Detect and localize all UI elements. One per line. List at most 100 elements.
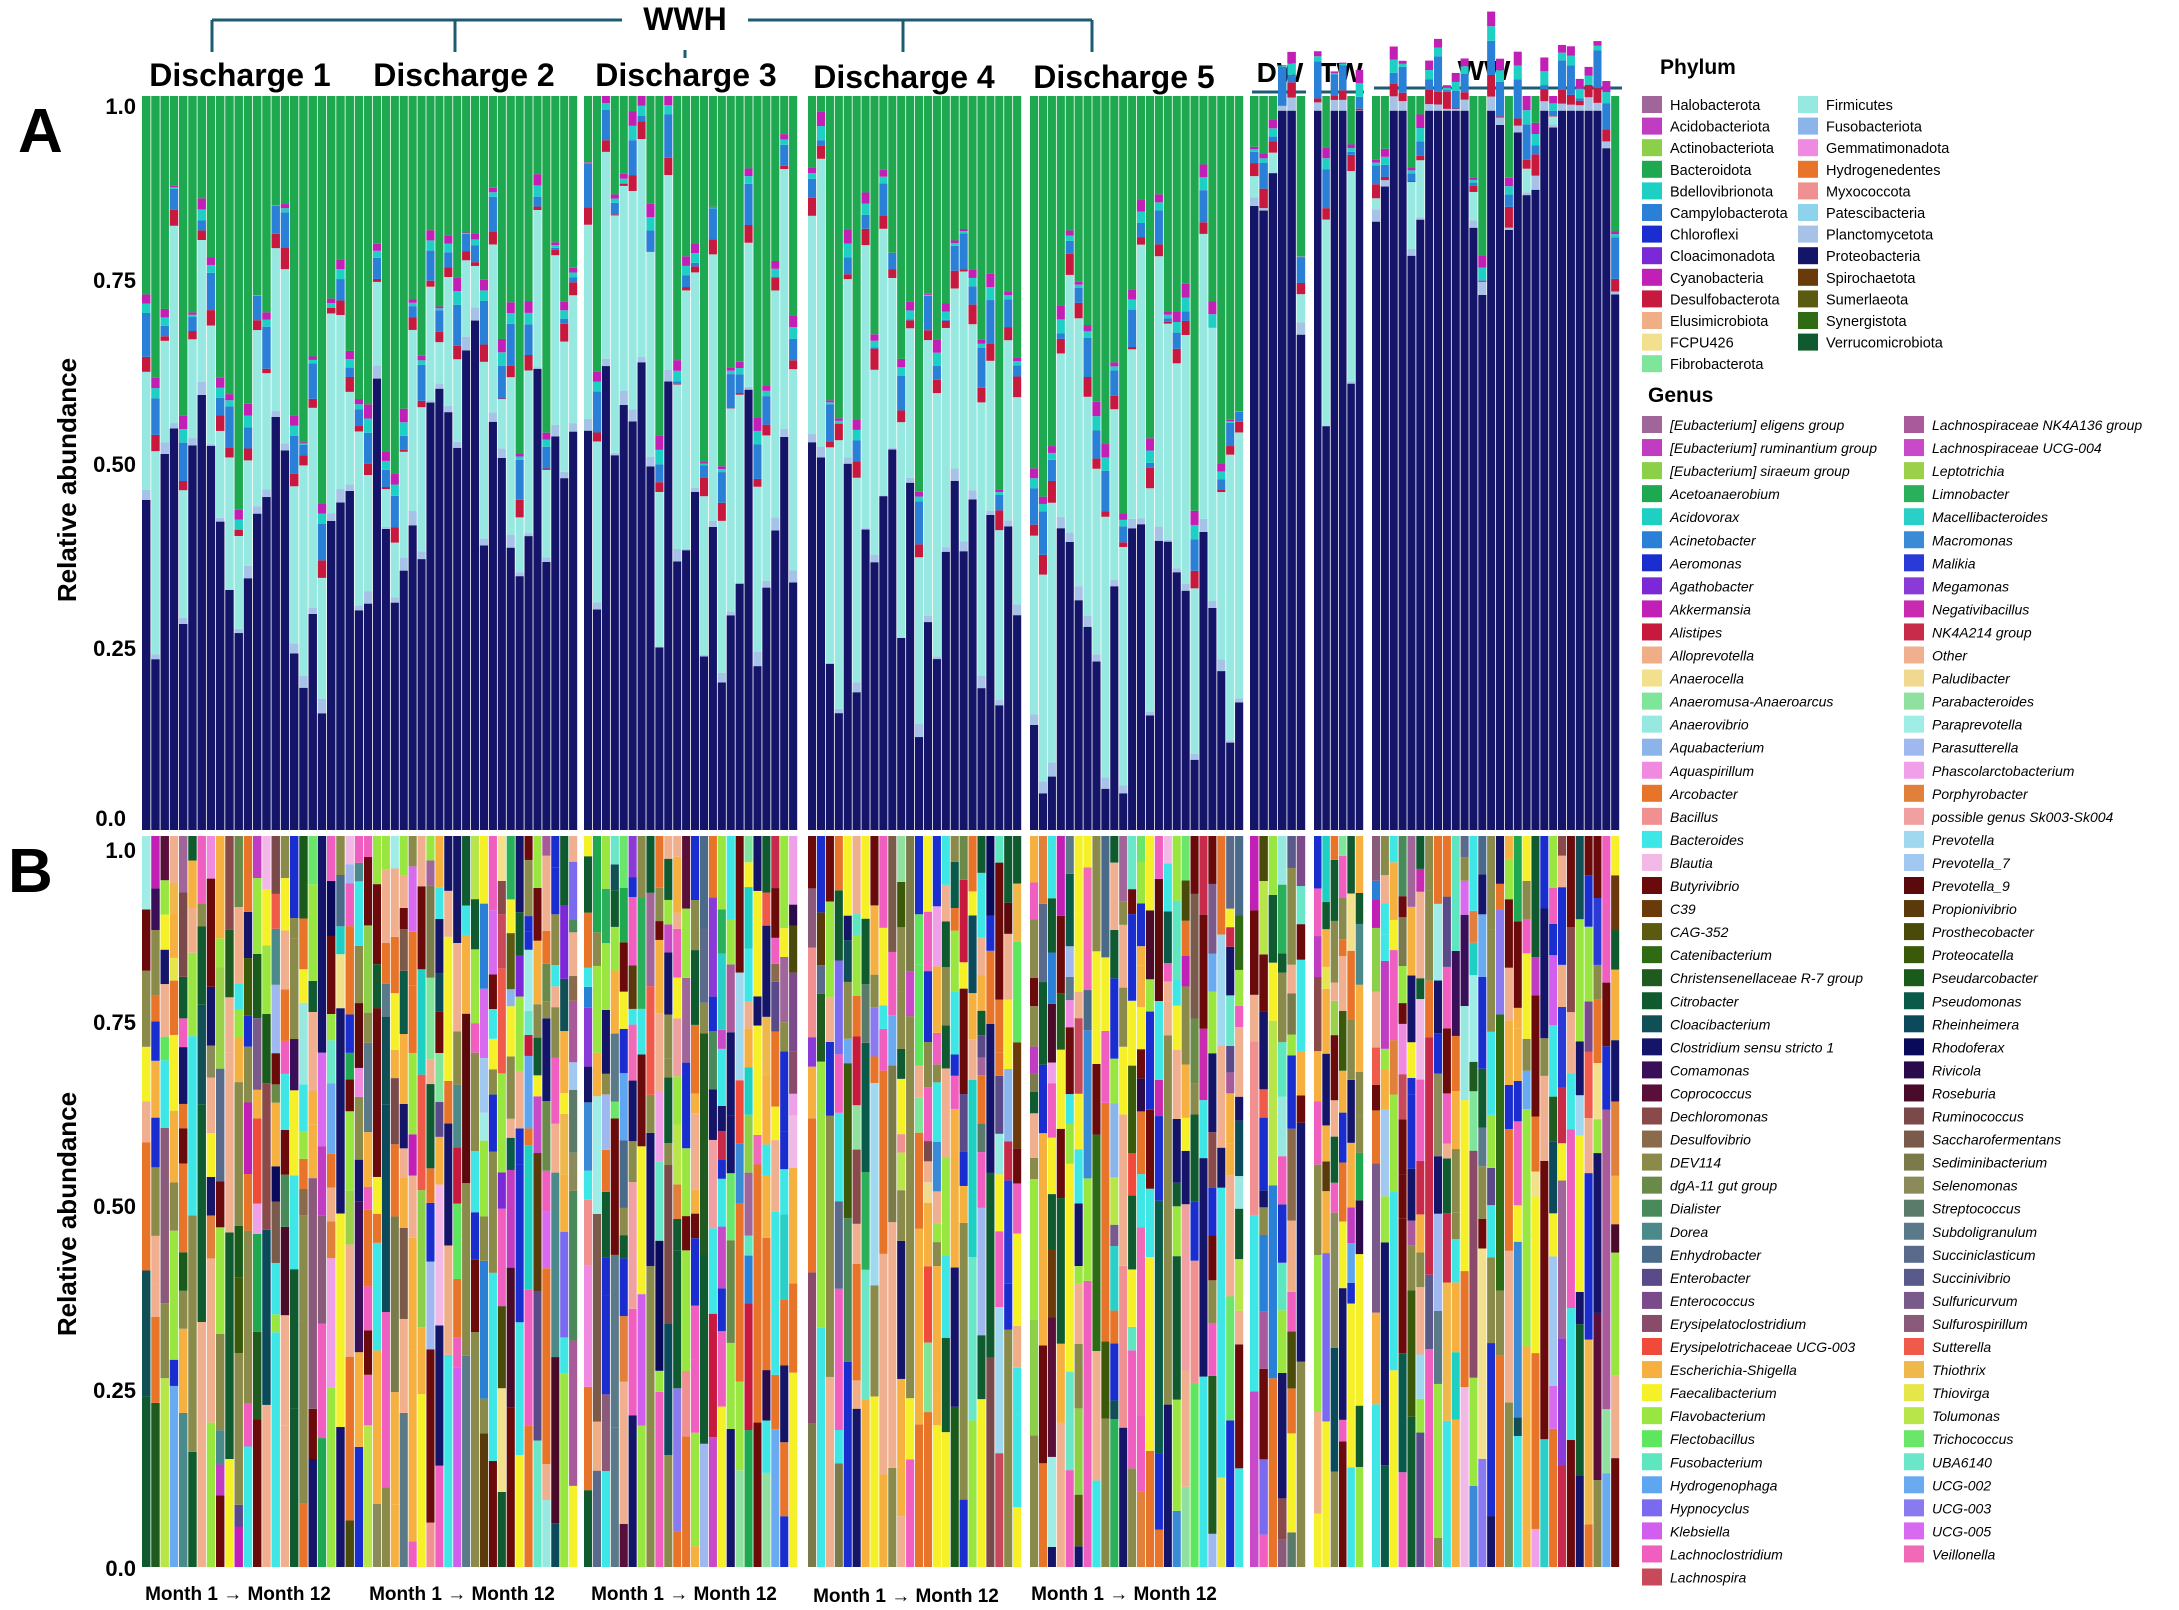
- bar-segment: [462, 1355, 471, 1567]
- genus-legend-label: Comamonas: [1670, 1062, 1749, 1078]
- bar-segment: [1235, 1027, 1244, 1097]
- bar-segment: [1074, 836, 1083, 914]
- bar-segment: [1047, 1194, 1056, 1250]
- bar-segment: [1593, 1312, 1602, 1480]
- bar-segment: [1181, 956, 1190, 987]
- bar-segment: [1030, 977, 1039, 1007]
- bar-segment: [225, 929, 234, 998]
- bar-segment-bacteroidota: [497, 96, 506, 339]
- bar-segment-firmicutes: [861, 245, 870, 529]
- bar-segment-campylobacterota: [861, 214, 870, 229]
- bar-segment: [852, 995, 861, 1037]
- bar-segment: [1137, 1007, 1146, 1050]
- bar-segment-campylobacterota: [646, 230, 655, 251]
- bar-segment: [444, 1245, 453, 1355]
- bar-segment-planctomycetota: [1558, 103, 1567, 111]
- bar-segment: [1030, 1046, 1039, 1074]
- bar-segment-campylobacterota: [852, 440, 861, 462]
- bar-segment: [1235, 1468, 1244, 1567]
- bar-segment-campylobacterota: [408, 306, 417, 318]
- bar-segment: [408, 1349, 417, 1542]
- bar-segment-firmicutes: [253, 330, 262, 507]
- bar-segment-bdellovibrionota: [160, 317, 169, 326]
- bar-segment: [1478, 1068, 1487, 1128]
- bar-segment-cyanobacteria: [1522, 96, 1531, 111]
- bar-segment-desulfobacterota: [1575, 100, 1584, 106]
- bar-segment-proteobacteria: [1322, 426, 1330, 830]
- bar-segment: [1199, 1100, 1208, 1159]
- bar-segment-planctomycetota: [1407, 248, 1416, 256]
- genus-legend-swatch: [1642, 646, 1662, 664]
- genus-legend-label: Dechloromonas: [1670, 1109, 1768, 1125]
- bar-segment-campylobacterota: [271, 205, 280, 234]
- bar-segment: [735, 1381, 744, 1471]
- bar-segment: [1611, 1101, 1620, 1176]
- bar-segment-proteobacteria: [142, 499, 151, 830]
- bar-segment-bacteroidota: [1347, 96, 1355, 145]
- bar-segment: [1013, 836, 1022, 884]
- bar-segment: [1065, 976, 1074, 1001]
- bar-segment: [950, 930, 959, 992]
- bar-segment-bacteroidota: [584, 96, 593, 163]
- bar-segment: [879, 927, 888, 1006]
- bar-segment: [1101, 1341, 1110, 1419]
- bar-segment: [1038, 1064, 1048, 1134]
- bar-segment-proteobacteria: [1398, 110, 1407, 831]
- bar-segment: [1442, 1158, 1451, 1214]
- bar-segment: [1065, 873, 1074, 947]
- bar-segment: [708, 1313, 717, 1438]
- bar-segment: [206, 936, 216, 987]
- bar-segment: [1380, 934, 1389, 961]
- bar-segment-proteobacteria: [780, 436, 789, 830]
- bar-segment: [551, 986, 560, 1008]
- panel-b-label: B: [8, 837, 53, 906]
- genus-legend-label: Porphyrobacter: [1932, 786, 2029, 802]
- bar-segment-desulfobacterota: [197, 230, 206, 240]
- bar-segment: [610, 890, 619, 927]
- bar-segment: [524, 1055, 533, 1129]
- bar-segment-proteobacteria: [225, 589, 234, 830]
- bar-segment: [1128, 1468, 1137, 1567]
- bar-segment: [243, 958, 253, 1016]
- bar-segment: [1398, 1472, 1407, 1567]
- header-discharge-5: Discharge 5: [1033, 59, 1214, 95]
- bar-segment-campylobacterota: [708, 208, 717, 240]
- bar-segment-bacteroidota: [1065, 96, 1074, 231]
- bar-segment: [906, 971, 915, 1017]
- genus-legend-swatch: [1904, 1291, 1924, 1309]
- bar-segment: [364, 1132, 373, 1187]
- bar-segment: [1137, 862, 1146, 904]
- bar-segment-cyanobacteria: [160, 308, 169, 318]
- bar-segment: [225, 1052, 234, 1233]
- bar-segment: [664, 952, 673, 1015]
- bar-segment-bdellovibrionota: [1030, 478, 1039, 489]
- bar-segment: [435, 1184, 444, 1326]
- bar-segment-planctomycetota: [1137, 518, 1146, 525]
- bar-segment-cyanobacteria: [682, 256, 691, 266]
- bar-segment-proteobacteria: [1190, 759, 1199, 830]
- bar-segment: [345, 1079, 354, 1112]
- bar-segment-bacteroidota: [906, 96, 915, 302]
- bar-segment: [691, 1213, 700, 1239]
- bar-segment-proteobacteria: [1566, 110, 1575, 831]
- bar-segment: [179, 1163, 188, 1253]
- bar-segment: [1549, 955, 1558, 1026]
- bar-segment: [789, 1051, 798, 1094]
- bar-segment: [336, 1426, 345, 1567]
- bar-segment: [753, 1025, 762, 1135]
- bar-segment-firmicutes: [1163, 323, 1172, 540]
- bar-segment: [197, 926, 206, 1005]
- bar-segment-desulfobacterota: [584, 207, 593, 225]
- bar-segment-campylobacterota: [1540, 85, 1549, 90]
- bar-segment: [601, 1295, 610, 1395]
- bar-segment-bacteroidota: [762, 96, 771, 386]
- genus-legend-swatch: [1904, 1015, 1924, 1033]
- bar-segment: [533, 1037, 542, 1076]
- bar-segment-campylobacterota: [1287, 74, 1296, 83]
- bar-segment: [1531, 995, 1540, 1117]
- bar-segment: [1407, 1168, 1416, 1221]
- bar-segment-planctomycetota: [497, 448, 506, 458]
- bar-segment: [479, 1398, 489, 1434]
- bar-segment-campylobacterota: [1259, 162, 1268, 189]
- bar-segment-firmicutes: [655, 491, 664, 647]
